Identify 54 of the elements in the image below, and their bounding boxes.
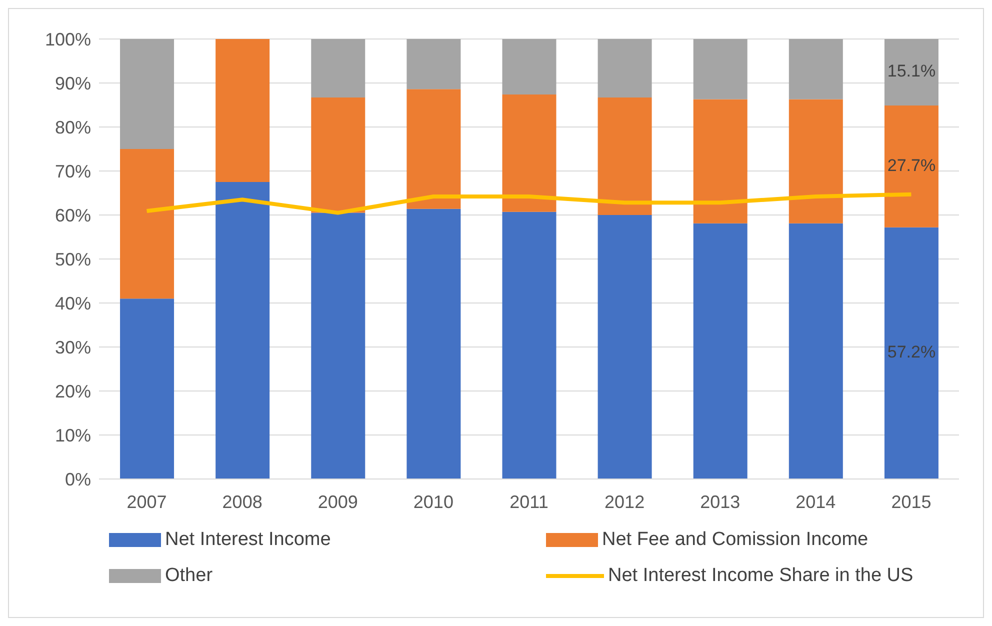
x-tick-label: 2013 xyxy=(700,492,740,512)
bar xyxy=(598,39,652,98)
y-tick-label: 40% xyxy=(54,293,91,314)
y-tick-label: 50% xyxy=(54,249,91,270)
bar xyxy=(693,39,748,100)
legend-label: Net Fee and Comission Income xyxy=(602,529,868,551)
y-tick-label: 0% xyxy=(64,469,91,490)
x-tick-label: 2012 xyxy=(604,492,645,512)
bar xyxy=(311,212,366,479)
y-tick-label: 100% xyxy=(44,29,91,50)
bar xyxy=(884,39,938,106)
x-tick-label: 2011 xyxy=(510,492,548,512)
bar xyxy=(788,99,843,224)
y-tick-label: 10% xyxy=(54,425,91,446)
bar xyxy=(311,98,366,213)
bar xyxy=(502,39,556,94)
legend-label: Other xyxy=(165,565,213,587)
x-tick-label: 2009 xyxy=(318,492,358,512)
bar xyxy=(598,215,652,479)
bar xyxy=(502,94,556,212)
bar xyxy=(406,208,461,479)
bar xyxy=(216,182,270,479)
bar xyxy=(693,99,748,224)
legend-label: Net Interest Income xyxy=(165,529,331,551)
bar xyxy=(406,39,461,90)
legend-label: Net Interest Income Share in the US xyxy=(608,565,914,587)
bar xyxy=(311,39,366,98)
bar xyxy=(788,223,843,479)
y-tick-label: 70% xyxy=(54,161,91,182)
bar xyxy=(406,89,461,209)
y-tick-label: 30% xyxy=(54,337,91,358)
x-tick-label: 2008 xyxy=(222,492,262,512)
data-label: 15.1% xyxy=(887,62,936,81)
bar xyxy=(120,298,174,479)
y-tick-label: 60% xyxy=(54,205,91,226)
y-tick-label: 90% xyxy=(54,73,91,94)
bar xyxy=(598,98,652,215)
x-tick-label: 2014 xyxy=(796,492,836,512)
data-label: 27.7% xyxy=(887,156,936,175)
y-tick-label: 20% xyxy=(54,381,91,402)
bar xyxy=(502,212,556,479)
x-tick-label: 2015 xyxy=(891,492,932,512)
data-label: 57.2% xyxy=(887,342,936,362)
bar xyxy=(884,227,938,479)
x-tick-label: 2010 xyxy=(413,492,454,512)
bar xyxy=(120,149,174,299)
bar xyxy=(693,223,748,479)
x-tick-label: 2007 xyxy=(126,492,167,512)
bar xyxy=(120,39,174,149)
bar xyxy=(788,39,843,100)
y-tick-label: 80% xyxy=(54,117,91,138)
line-series xyxy=(144,192,914,215)
bar xyxy=(884,105,938,228)
bar xyxy=(216,39,270,182)
